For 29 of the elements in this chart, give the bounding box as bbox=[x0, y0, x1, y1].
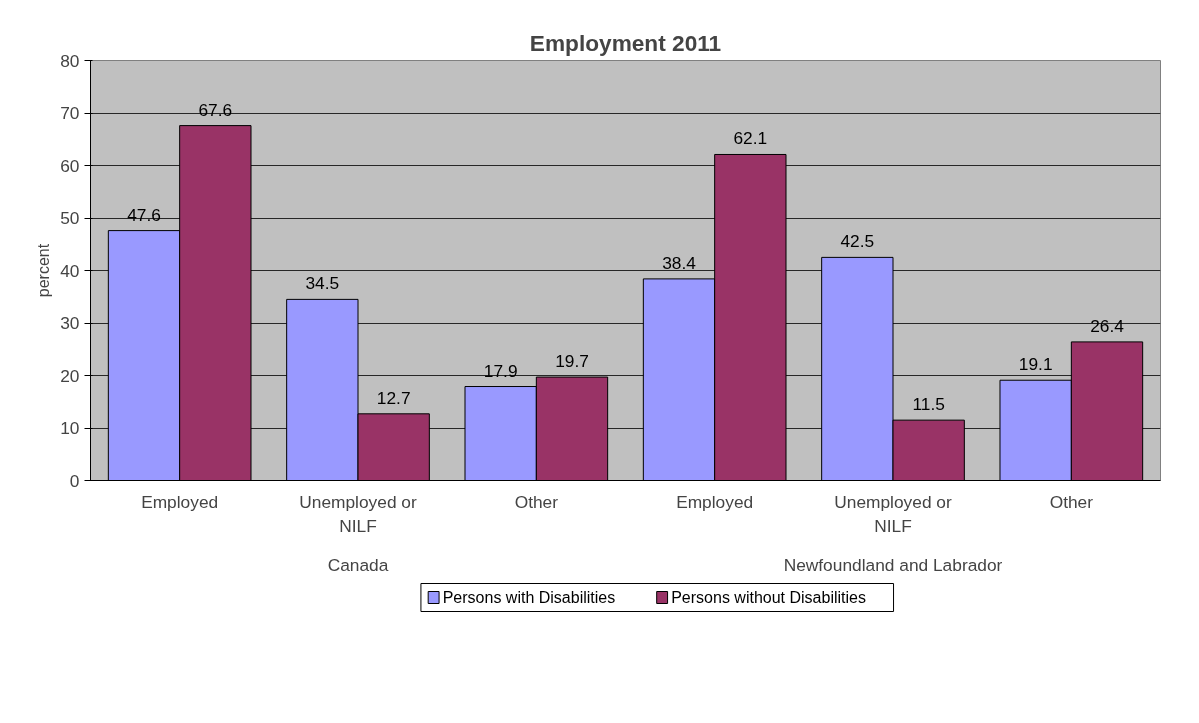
y-tick-label: 10 bbox=[60, 418, 80, 438]
x-tick-label: Unemployed or NILF bbox=[834, 491, 952, 536]
x-tick-label: Employed bbox=[141, 491, 219, 512]
y-tick-label: 40 bbox=[60, 260, 80, 281]
data-label: 12.7 bbox=[376, 387, 411, 408]
data-label: 19.1 bbox=[1018, 354, 1053, 375]
x-tick-label: Other bbox=[1049, 491, 1094, 512]
x-tick-label: Unemployed or NILF bbox=[299, 491, 417, 536]
data-label: 38.4 bbox=[662, 252, 697, 273]
chart-title: Employment 2011 bbox=[529, 29, 722, 56]
y-tick-label: 80 bbox=[60, 50, 80, 71]
legend-label: Persons with Disabilities bbox=[442, 589, 616, 606]
y-tick-label: 0 bbox=[69, 470, 80, 491]
y-tick-label: 20 bbox=[60, 365, 80, 386]
y-axis-title: percent bbox=[35, 243, 53, 298]
data-label: 42.5 bbox=[840, 231, 875, 252]
text: Canada bbox=[327, 554, 389, 575]
data-label: 34.5 bbox=[305, 273, 340, 294]
x-tick-label: Other bbox=[514, 491, 559, 512]
legend-label: Persons without Disabilities bbox=[671, 589, 866, 606]
y-tick-label: 70 bbox=[60, 103, 80, 123]
data-label: 19.7 bbox=[555, 351, 589, 372]
data-label: 11.5 bbox=[912, 394, 945, 415]
data-label: 62.1 bbox=[733, 128, 768, 149]
x-tick-label: Employed bbox=[676, 491, 754, 512]
y-tick-label: 30 bbox=[60, 313, 80, 333]
y-tick-label: 50 bbox=[60, 208, 80, 228]
y-tick-label: 60 bbox=[60, 155, 80, 176]
text: Newfoundland and Labrador bbox=[783, 554, 1003, 575]
